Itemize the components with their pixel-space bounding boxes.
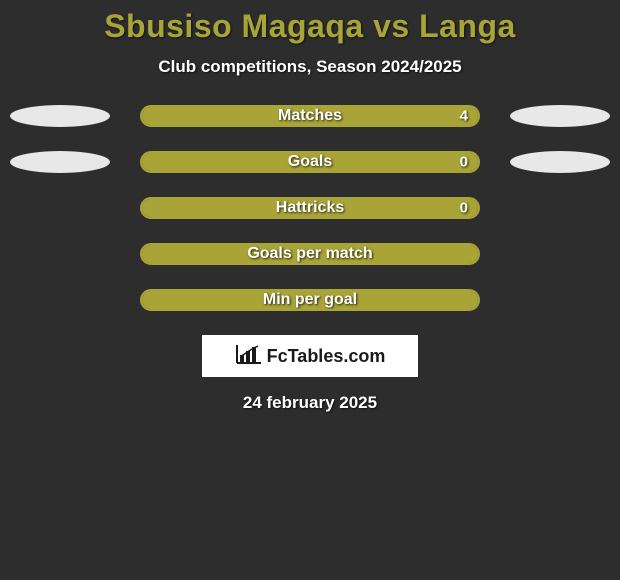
- stat-label: Min per goal: [263, 291, 357, 309]
- stat-row-hattricks: Hattricks 0: [10, 197, 610, 219]
- stats-area: Matches 4 Goals 0 Hattri: [0, 105, 620, 311]
- logo-box: FcTables.com: [202, 335, 418, 377]
- date-line: 24 february 2025: [0, 393, 620, 413]
- stat-value: 0: [460, 154, 468, 171]
- stat-bar: Goals 0: [140, 151, 480, 173]
- logo-text: FcTables.com: [267, 346, 386, 367]
- stat-label: Matches: [278, 107, 342, 125]
- stat-bar: Hattricks 0: [140, 197, 480, 219]
- stat-value: 4: [460, 108, 468, 125]
- stat-row-matches: Matches 4: [10, 105, 610, 127]
- right-marker: [510, 105, 610, 127]
- bar-wrap: Goals per match: [110, 243, 510, 265]
- bar-wrap: Hattricks 0: [110, 197, 510, 219]
- right-marker: [510, 151, 610, 173]
- page-title: Sbusiso Magaqa vs Langa: [0, 8, 620, 45]
- left-marker: [10, 151, 110, 173]
- bar-chart-icon: [235, 343, 263, 370]
- stat-row-min-per-goal: Min per goal: [10, 289, 610, 311]
- bar-wrap: Min per goal: [110, 289, 510, 311]
- bar-wrap: Matches 4: [110, 105, 510, 127]
- stat-bar: Matches 4: [140, 105, 480, 127]
- stat-bar: Min per goal: [140, 289, 480, 311]
- stat-label: Hattricks: [276, 199, 344, 217]
- stat-row-goals-per-match: Goals per match: [10, 243, 610, 265]
- bar-wrap: Goals 0: [110, 151, 510, 173]
- stat-row-goals: Goals 0: [10, 151, 610, 173]
- subtitle: Club competitions, Season 2024/2025: [0, 57, 620, 77]
- comparison-card: Sbusiso Magaqa vs Langa Club competition…: [0, 0, 620, 413]
- stat-label: Goals per match: [247, 245, 372, 263]
- stat-label: Goals: [288, 153, 332, 171]
- left-marker: [10, 105, 110, 127]
- stat-value: 0: [460, 200, 468, 217]
- stat-bar: Goals per match: [140, 243, 480, 265]
